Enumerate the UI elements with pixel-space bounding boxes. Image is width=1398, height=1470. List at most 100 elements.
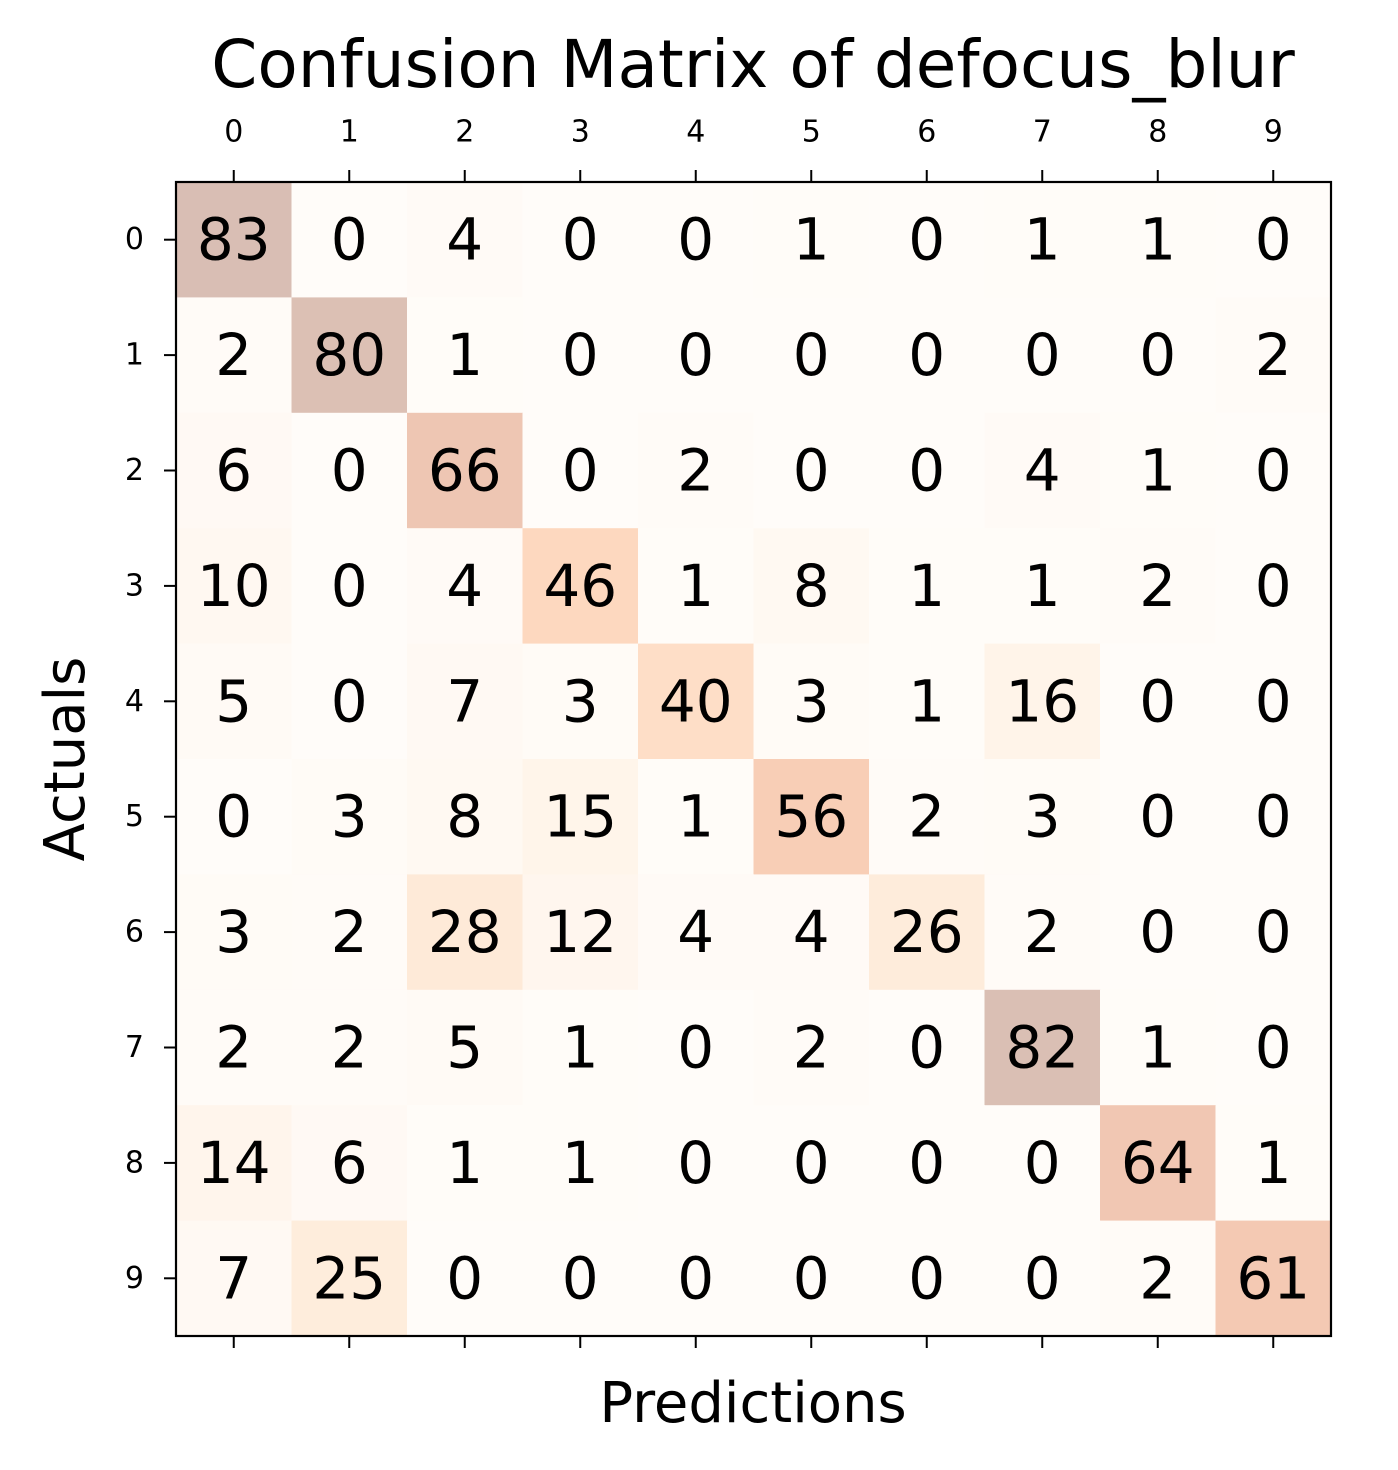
heatmap-cell <box>291 528 408 645</box>
cell-value-label: 0 <box>677 1129 714 1197</box>
y-tick-label: 2 <box>125 453 144 488</box>
heatmap-cell <box>522 874 639 991</box>
heatmap-cell <box>176 412 292 529</box>
cell-value-label: 2 <box>331 1014 368 1082</box>
heatmap-cell <box>291 989 408 1106</box>
x-tick-label: 3 <box>571 115 590 150</box>
cell-value-label: 1 <box>793 206 830 274</box>
y-tick-label: 3 <box>125 568 144 603</box>
heatmap-cell <box>869 643 985 760</box>
heatmap-cell <box>638 297 754 414</box>
cell-value-label: 2 <box>793 1014 830 1082</box>
cell-value-label: 4 <box>1024 437 1061 505</box>
cell-value-label: 1 <box>1024 206 1061 274</box>
y-tick-label: 0 <box>125 222 144 257</box>
cell-value-label: 12 <box>543 898 617 966</box>
heatmap-cell <box>1100 989 1216 1106</box>
cell-value-label: 1 <box>1255 1129 1292 1197</box>
heatmap-cell <box>291 412 408 529</box>
heatmap-cell <box>638 182 754 298</box>
heatmap-cell <box>291 759 408 875</box>
heatmap-cell <box>638 412 754 529</box>
heatmap-cell <box>522 412 639 529</box>
heatmap-cell <box>1100 412 1216 529</box>
heatmap-cell <box>1215 182 1332 298</box>
cell-value-label: 0 <box>908 437 945 505</box>
cell-value-label: 0 <box>562 206 599 274</box>
heatmap-cell <box>291 182 408 298</box>
cell-value-label: 8 <box>446 783 483 851</box>
cell-value-label: 56 <box>774 783 848 851</box>
heatmap-cell <box>1100 643 1216 760</box>
cell-value-label: 0 <box>908 1244 945 1312</box>
heatmap-cell <box>1100 182 1216 298</box>
heatmap-cell <box>176 1220 292 1337</box>
cell-value-label: 46 <box>543 552 617 620</box>
y-tick-label: 1 <box>125 338 144 373</box>
cell-value-label: 0 <box>677 1244 714 1312</box>
cell-value-label: 2 <box>677 437 714 505</box>
cell-value-label: 0 <box>908 1129 945 1197</box>
cell-value-label: 8 <box>793 552 830 620</box>
heatmap-cells <box>176 182 1332 1337</box>
cell-value-label: 3 <box>1024 783 1061 851</box>
cell-value-label: 0 <box>908 1014 945 1082</box>
cell-value-label: 1 <box>562 1129 599 1197</box>
cell-value-label: 0 <box>215 783 252 851</box>
cell-value-label: 1 <box>562 1014 599 1082</box>
cell-value-label: 80 <box>312 321 386 389</box>
x-tick-label: 9 <box>1264 115 1283 150</box>
cell-value-label: 6 <box>215 437 252 505</box>
heatmap-cell <box>869 528 985 645</box>
cell-value-label: 82 <box>1005 1014 1079 1082</box>
cell-value-label: 0 <box>1255 667 1292 735</box>
cell-value-label: 0 <box>677 1014 714 1082</box>
heatmap-cell <box>984 874 1101 991</box>
cell-value-label: 25 <box>312 1244 386 1312</box>
cell-value-label: 83 <box>197 206 271 274</box>
heatmap-cell <box>1100 528 1216 645</box>
cell-value-label: 3 <box>793 667 830 735</box>
heatmap-cell <box>984 989 1101 1106</box>
heatmap-cell <box>291 643 408 760</box>
heatmap-cell <box>984 1220 1101 1337</box>
cell-value-label: 4 <box>446 206 483 274</box>
heatmap-cell <box>753 528 870 645</box>
cell-value-label: 0 <box>1255 1014 1292 1082</box>
cell-value-label: 0 <box>1139 667 1176 735</box>
heatmap-cell <box>522 297 639 414</box>
cell-value-label: 1 <box>677 552 714 620</box>
cell-value-label: 0 <box>1255 783 1292 851</box>
heatmap-cell <box>1215 1220 1332 1337</box>
cell-value-label: 2 <box>215 321 252 389</box>
heatmap-cell <box>753 1220 870 1337</box>
y-axis-label: Actuals <box>33 657 98 862</box>
heatmap-cell <box>1215 528 1332 645</box>
cell-value-label: 0 <box>562 437 599 505</box>
cell-value-label: 10 <box>197 552 271 620</box>
heatmap-cell <box>522 989 639 1106</box>
heatmap-cell <box>984 412 1101 529</box>
cell-value-label: 14 <box>197 1129 271 1197</box>
cell-value-label: 26 <box>890 898 964 966</box>
heatmap-cell <box>1215 759 1332 875</box>
x-tick-label: 2 <box>455 115 474 150</box>
chart-title: Confusion Matrix of defocus_blur <box>211 26 1295 103</box>
heatmap-cell <box>1100 1105 1216 1222</box>
cell-value-label: 1 <box>908 667 945 735</box>
heatmap-cell <box>407 412 523 529</box>
heatmap-cell <box>407 528 523 645</box>
cell-value-label: 15 <box>543 783 617 851</box>
heatmap-cell <box>869 412 985 529</box>
cell-value-label: 0 <box>908 321 945 389</box>
y-tick-label: 7 <box>125 1030 144 1065</box>
heatmap-cell <box>1100 297 1216 414</box>
cell-value-label: 0 <box>793 1244 830 1312</box>
x-tick-label: 7 <box>1033 115 1052 150</box>
cell-value-label: 1 <box>677 783 714 851</box>
y-tick-label: 9 <box>125 1261 144 1296</box>
cell-value-label: 66 <box>428 437 502 505</box>
cell-value-label: 3 <box>215 898 252 966</box>
